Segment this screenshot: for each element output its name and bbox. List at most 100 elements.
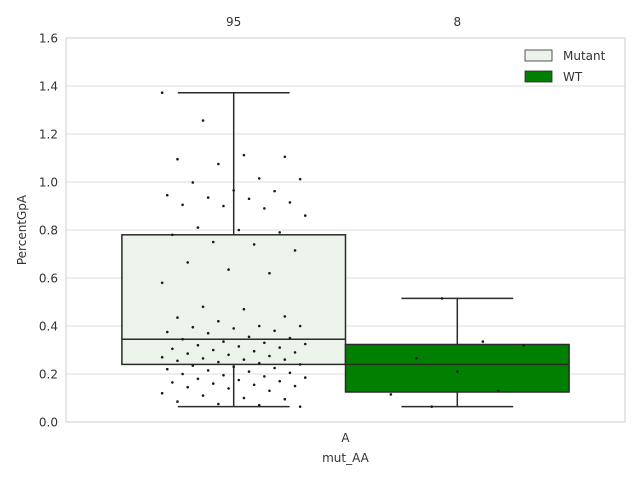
data-point (430, 405, 434, 408)
x-axis-ticks: A (341, 431, 350, 445)
y-tick-label: 0.0 (39, 416, 58, 430)
data-point (252, 349, 256, 353)
data-point (171, 347, 174, 351)
data-point (247, 197, 251, 201)
plot-frame (65, 37, 626, 423)
data-point (181, 203, 184, 207)
data-point (481, 340, 485, 343)
data-point (456, 370, 459, 373)
data-point (247, 335, 251, 339)
data-point (415, 357, 418, 360)
data-point (222, 204, 225, 208)
data-point (201, 305, 205, 309)
data-point (293, 384, 297, 388)
data-point (268, 354, 271, 358)
data-point (196, 343, 200, 347)
data-point (165, 367, 169, 371)
box-plot-boxes (121, 91, 570, 408)
data-point (288, 371, 292, 375)
data-point (257, 324, 261, 328)
box-mutant (121, 91, 347, 408)
data-point (227, 268, 230, 271)
data-point (186, 261, 190, 264)
data-point (268, 389, 271, 393)
data-point (186, 352, 190, 355)
data-point (293, 249, 297, 252)
data-point (232, 365, 235, 369)
data-point (257, 361, 261, 365)
data-point (211, 382, 215, 385)
data-point (196, 377, 200, 381)
data-point (278, 231, 281, 234)
data-point (237, 228, 241, 232)
data-point (191, 325, 195, 329)
data-point (278, 379, 281, 383)
y-axis-label: PercentGpA (15, 194, 29, 265)
data-point (222, 373, 225, 377)
x-tick-label: A (341, 431, 350, 445)
data-point (298, 363, 302, 366)
data-point (201, 394, 205, 397)
data-point (283, 155, 287, 159)
data-point (196, 226, 200, 229)
data-point (165, 193, 169, 197)
legend: Mutant WT (524, 49, 606, 84)
y-axis-ticks: 0.0 0.2 0.4 0.6 0.8 1.0 1.2 1.4 1.6 (39, 32, 58, 430)
x-axis-label: mut_AA (322, 451, 370, 465)
data-point (160, 355, 164, 359)
data-point (165, 330, 169, 334)
data-point (201, 357, 205, 360)
data-point (191, 181, 195, 184)
iqr-box (344, 343, 570, 393)
y-tick-label: 0.2 (39, 368, 58, 382)
data-point (232, 327, 235, 330)
data-point (242, 153, 246, 157)
data-point (303, 214, 307, 217)
y-tick-label: 0.4 (39, 320, 58, 334)
data-point (232, 189, 235, 192)
data-point (288, 336, 292, 340)
data-point (283, 358, 287, 361)
data-point (176, 359, 179, 363)
y-tick-label: 1.2 (39, 128, 58, 142)
legend-label: Mutant (563, 49, 606, 63)
data-point (237, 378, 241, 382)
data-point (283, 315, 287, 318)
data-point (217, 402, 220, 406)
y-tick-label: 0.6 (39, 272, 58, 286)
data-point (263, 375, 266, 378)
data-point (303, 376, 307, 379)
data-point (283, 397, 287, 401)
data-point (263, 207, 266, 210)
data-point (303, 342, 307, 346)
data-point (268, 271, 271, 275)
data-point (227, 387, 230, 390)
y-tick-label: 1.4 (39, 80, 58, 94)
data-point (298, 177, 302, 181)
data-point (252, 383, 256, 387)
data-point (440, 297, 444, 300)
iqr-box (121, 234, 347, 366)
data-point (176, 400, 179, 403)
data-point (186, 385, 190, 389)
data-point (252, 243, 256, 246)
data-point (211, 348, 215, 352)
data-point (242, 307, 246, 311)
data-point (176, 157, 179, 161)
data-point (257, 403, 261, 407)
data-point (263, 341, 266, 345)
data-point (217, 162, 220, 166)
data-point (160, 391, 164, 395)
data-point (278, 346, 281, 349)
data-point (206, 196, 210, 199)
data-point (496, 389, 500, 393)
data-point (242, 358, 246, 361)
data-point (217, 319, 220, 323)
data-point (160, 281, 164, 285)
data-point (293, 351, 297, 354)
data-point (171, 233, 174, 237)
data-point (273, 189, 276, 193)
data-point (201, 119, 205, 122)
data-point (227, 353, 230, 357)
